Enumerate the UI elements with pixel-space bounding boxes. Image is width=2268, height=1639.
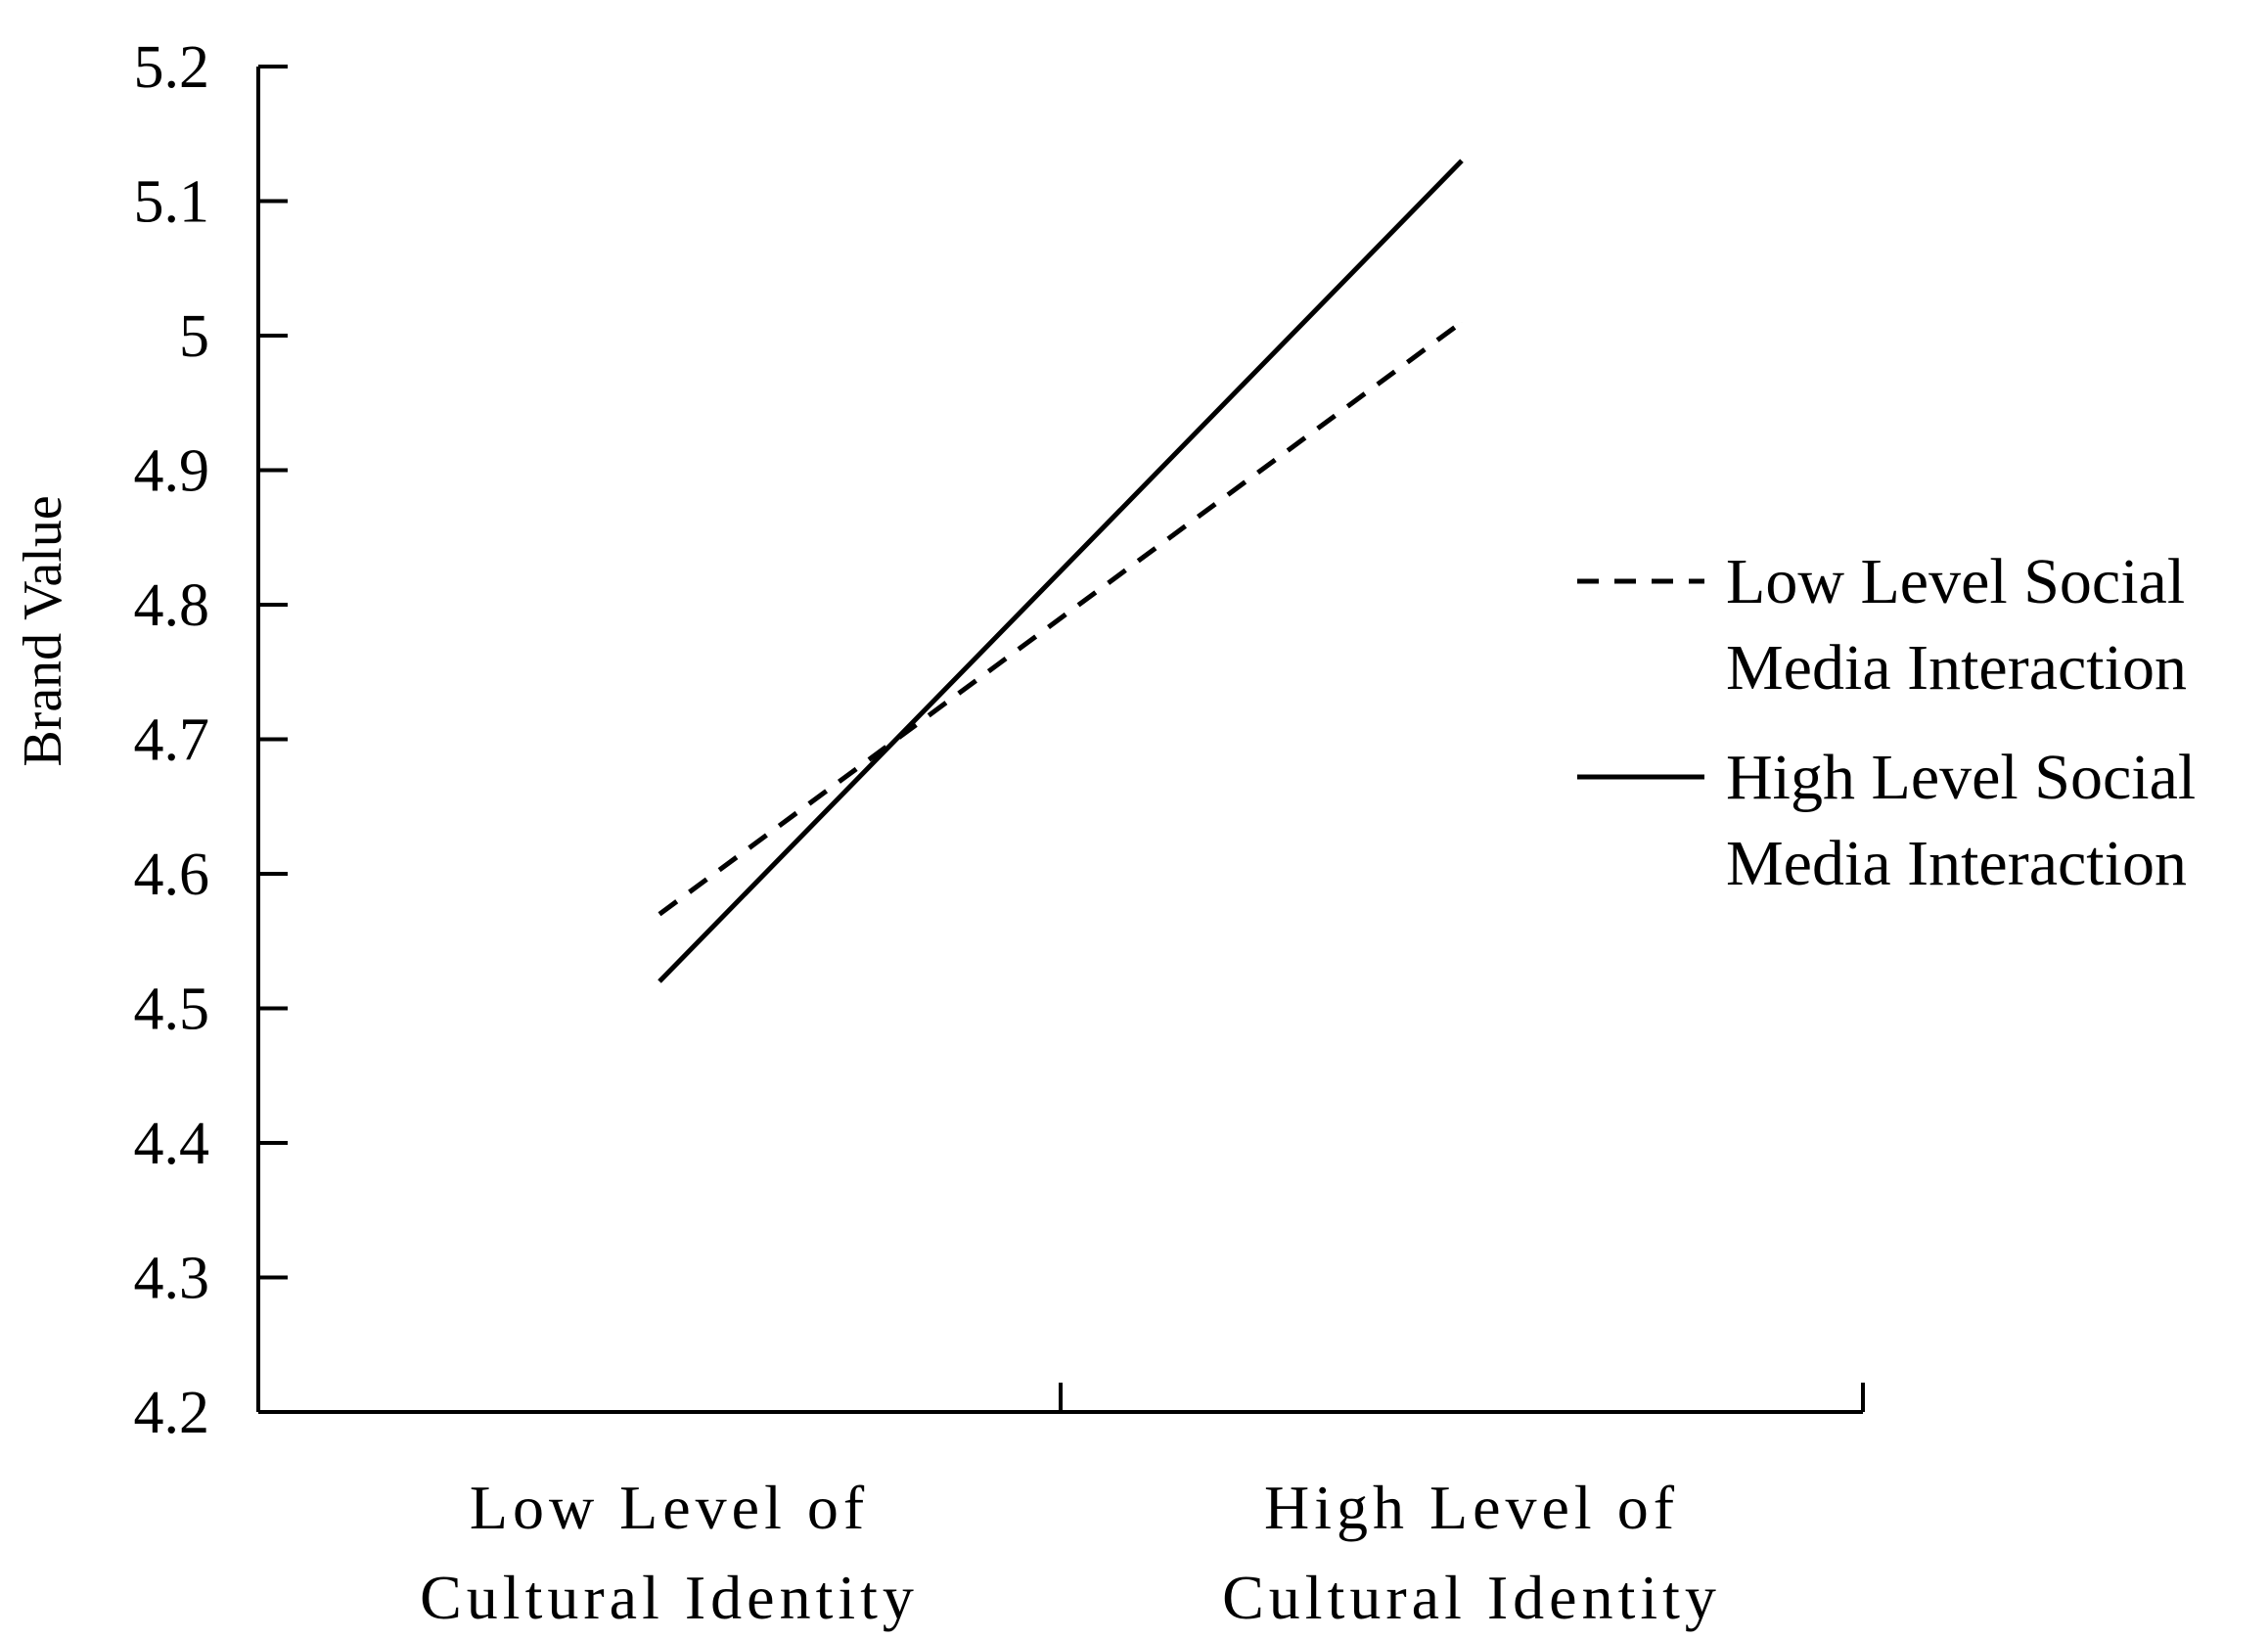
y-tick-label: 4.2: [134, 1380, 210, 1446]
legend: Low Level Social Media Interaction High Le…: [1577, 546, 2196, 899]
x-category-label: Cultural Identity: [1222, 1563, 1721, 1632]
y-tick-label: 4.5: [134, 977, 210, 1043]
x-category-label: High Level of: [1264, 1473, 1679, 1542]
axes: [256, 67, 1865, 1414]
series-lines: [658, 159, 1464, 983]
x-category-label: Cultural Identity: [420, 1563, 919, 1632]
y-axis-title: Brand Value: [13, 495, 73, 766]
y-tick-label: 4.7: [134, 707, 210, 774]
y-tick-label: 5.2: [134, 34, 210, 101]
series-line-low-interaction: [658, 320, 1464, 917]
series-line-high-interaction: [658, 159, 1464, 983]
y-tick-label: 4.9: [134, 438, 210, 505]
legend-label: Media Interaction: [1726, 632, 2187, 704]
legend-label: Low Level Social: [1726, 546, 2185, 617]
x-category-label: Low Level of: [470, 1473, 869, 1542]
legend-label: High Level Social: [1726, 742, 2196, 813]
y-tick-label: 4.3: [134, 1246, 210, 1312]
legend-label: Media Interaction: [1726, 828, 2187, 899]
y-axis-ticks: 4.2 4.3 4.4 4.5 4.6 4.7 4.8 4.9 5 5.1 5.2: [134, 34, 288, 1446]
y-tick-label: 4.4: [134, 1111, 210, 1177]
y-tick-label: 4.6: [134, 842, 210, 908]
y-tick-label: 4.8: [134, 572, 210, 639]
x-axis-categories: Low Level of Cultural Identity High Level …: [420, 1473, 1721, 1632]
y-tick-label: 5.1: [134, 169, 210, 236]
y-tick-label: 5: [179, 303, 209, 370]
